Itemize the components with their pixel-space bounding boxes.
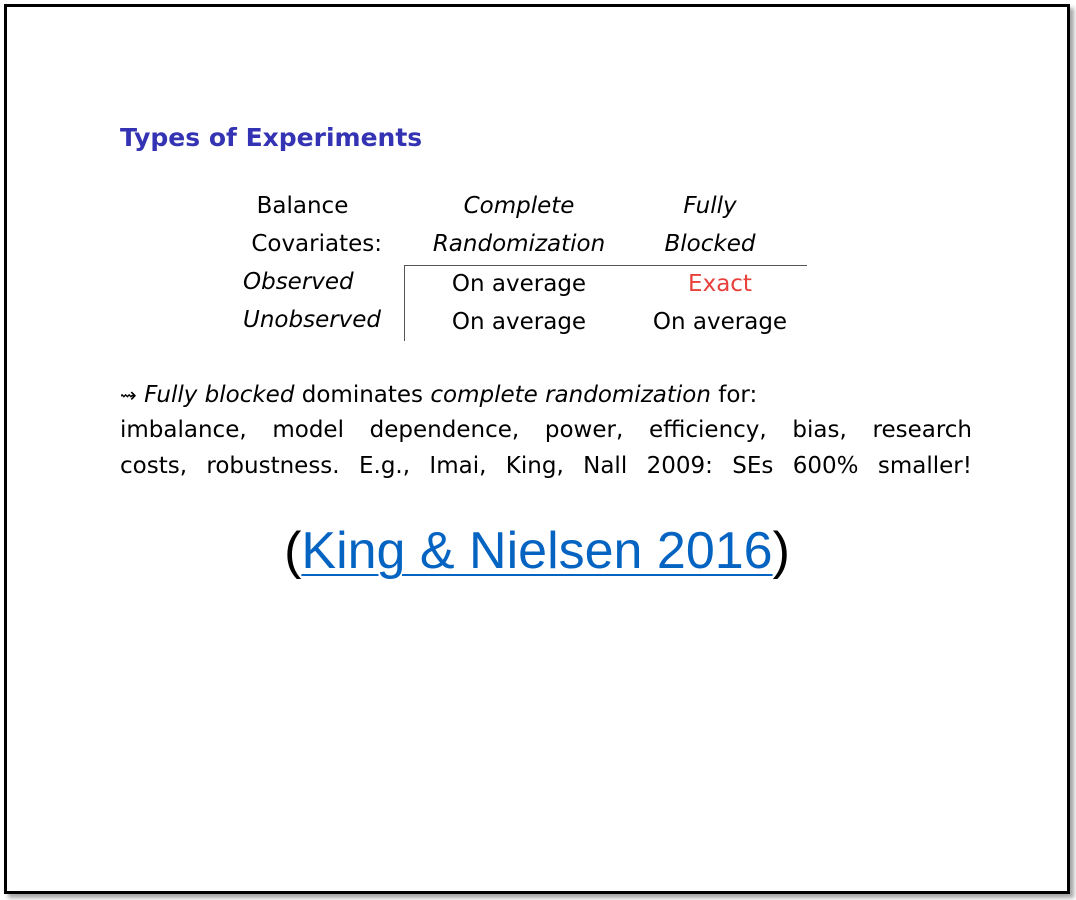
header-randomization: Randomization: [432, 231, 606, 257]
table-vertical-rule: [404, 265, 405, 341]
header-label-covariates: Covariates:: [251, 231, 382, 257]
phrase-for: for:: [710, 382, 758, 408]
cell-unobserved-complete: On average: [451, 309, 587, 335]
header-blocked: Blocked: [664, 231, 756, 257]
phrase-dominates: dominates: [294, 382, 431, 408]
citation-open-paren: (: [284, 522, 302, 580]
cell-observed-blocked: Exact: [688, 271, 752, 297]
citation-close-paren: ): [772, 522, 790, 580]
paragraph-line-3: costs, robustness. E.g., Imai, King, Nal…: [120, 453, 972, 479]
citation-link[interactable]: King & Nielsen 2016: [301, 522, 773, 580]
row-label-unobserved: Unobserved: [243, 307, 382, 333]
cell-observed-complete: On average: [451, 271, 587, 297]
cell-unobserved-blocked: On average: [652, 309, 788, 335]
phrase-fully-blocked: Fully blocked: [144, 382, 295, 408]
paragraph-line-2: imbalance, model dependence, power, effi…: [120, 417, 972, 443]
phrase-complete-randomization: complete randomization: [430, 382, 711, 408]
row-label-observed: Observed: [243, 269, 354, 295]
header-label-balance: Balance: [256, 193, 349, 219]
squiggly-arrow-icon: ⇝: [120, 383, 137, 407]
table-horizontal-rule: [404, 265, 807, 266]
header-complete: Complete: [463, 193, 575, 219]
slide: Types of Experiments Balance Complete Fu…: [4, 4, 1070, 894]
citation: (King & Nielsen 2016): [7, 522, 1067, 580]
paragraph-line-1: ⇝ Fully blocked dominates complete rando…: [120, 384, 757, 407]
header-fully: Fully: [683, 193, 737, 219]
slide-title: Types of Experiments: [120, 123, 423, 152]
